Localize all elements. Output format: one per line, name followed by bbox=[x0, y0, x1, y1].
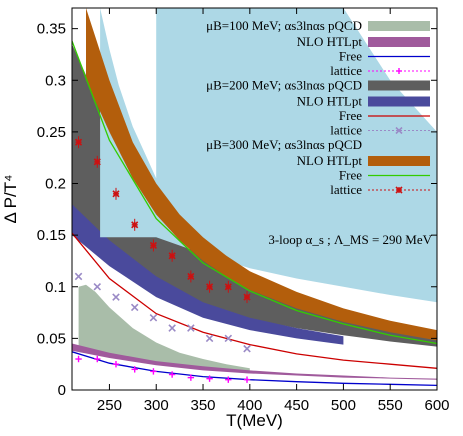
lattice-point-s3-2 bbox=[112, 360, 120, 368]
axes: 250 300 350 400 450 500 550 600 0 0.05 0.1 0.15 0.2 0… bbox=[1, 7, 450, 430]
legend-label-2: Free bbox=[339, 49, 362, 64]
y-tick-label: 0.3 bbox=[45, 72, 66, 89]
lattice-point-s7-8 bbox=[224, 334, 233, 343]
legend-label-0: μB=100 MeV; αs3lnαs pQCD bbox=[206, 18, 362, 33]
lattice-point-s7-3 bbox=[130, 303, 139, 312]
y-tick-label: 0.2 bbox=[45, 176, 66, 193]
lattice-point-s7-9 bbox=[243, 344, 251, 353]
lattice-point-s11-8 bbox=[224, 280, 232, 293]
lattice-point-s3-8 bbox=[225, 376, 232, 383]
band-series-4 bbox=[72, 44, 437, 347]
lattice-point-s11-2 bbox=[112, 187, 120, 200]
line-series-10 bbox=[72, 40, 437, 345]
plot-frame bbox=[71, 7, 438, 391]
legend-label-4: μB=200 MeV; αs3lnαs pQCD bbox=[206, 78, 362, 93]
legend-label-3: lattice bbox=[330, 63, 362, 78]
lattice-point-s3-1 bbox=[94, 355, 101, 363]
lattice-point-s11-4 bbox=[149, 239, 157, 252]
x-tick-label: 500 bbox=[331, 397, 356, 414]
x-tick-label: 250 bbox=[97, 397, 122, 414]
legend-label-6: Free bbox=[339, 108, 362, 123]
legend-marker-3 bbox=[396, 68, 402, 74]
lattice-point-s11-3 bbox=[131, 218, 139, 231]
x-tick-label: 600 bbox=[424, 397, 449, 414]
lattice-point-s3-5 bbox=[168, 371, 176, 378]
legend-label-10: Free bbox=[339, 168, 362, 183]
y-tick-label: 0.05 bbox=[37, 330, 66, 347]
band-series-1 bbox=[72, 343, 437, 380]
lattice-point-s3-9 bbox=[243, 376, 251, 383]
x-tick-label: 400 bbox=[237, 397, 262, 414]
legend-label-1: NLO HTLpt bbox=[297, 34, 363, 49]
lattice-point-s11-5 bbox=[168, 249, 176, 262]
x-axis-label: T(MeV) bbox=[226, 411, 283, 430]
lattice-point-s11-0 bbox=[74, 136, 83, 149]
lattice-point-s11-1 bbox=[93, 155, 101, 168]
y-tick-label: 0.15 bbox=[37, 227, 66, 244]
annotation-text: 3-loop α_s ; Λ_MS = 290 MeV bbox=[268, 232, 432, 247]
lattice-point-s7-4 bbox=[149, 313, 158, 322]
legend-swatch-8 bbox=[368, 140, 430, 150]
lattice-point-s7-6 bbox=[187, 324, 195, 332]
legend-label-5: NLO HTLpt bbox=[297, 94, 363, 109]
legend-marker-7 bbox=[395, 126, 403, 135]
line-series-6 bbox=[72, 232, 437, 369]
y-tick-label: 0.25 bbox=[37, 124, 66, 141]
legend-swatch-0 bbox=[368, 21, 430, 31]
x-tick-label: 350 bbox=[191, 397, 216, 414]
lattice-point-s11-7 bbox=[206, 280, 214, 293]
legend-label-11: lattice bbox=[330, 182, 362, 197]
y-tick-label: 0.35 bbox=[37, 21, 66, 38]
lattice-point-s3-0 bbox=[75, 355, 82, 363]
x-tick-label: 300 bbox=[144, 397, 169, 414]
legend-swatch-1 bbox=[368, 37, 430, 47]
lattice-point-s7-7 bbox=[205, 334, 214, 343]
legend-swatch-9 bbox=[368, 156, 430, 166]
lattice-points-layer bbox=[74, 136, 251, 383]
legend-label-7: lattice bbox=[330, 123, 362, 138]
lattice-point-s7-0 bbox=[74, 272, 83, 281]
legend-swatch-5 bbox=[368, 96, 430, 107]
lattice-point-s3-7 bbox=[206, 375, 213, 382]
lattice-point-s11-9 bbox=[243, 291, 251, 304]
lattice-point-s3-6 bbox=[187, 374, 195, 381]
band-series-0 bbox=[78, 284, 250, 374]
legend-label-9: NLO HTLpt bbox=[297, 153, 363, 168]
band-layer bbox=[72, 8, 437, 380]
legend-swatch-4 bbox=[368, 80, 430, 91]
lattice-point-s7-2 bbox=[112, 293, 120, 301]
lattice-point-s3-4 bbox=[150, 368, 157, 375]
lattice-point-s11-6 bbox=[187, 270, 195, 283]
x-tick-label: 450 bbox=[284, 397, 309, 414]
y-tick-label: 0 bbox=[58, 382, 66, 399]
lattice-point-s3-3 bbox=[131, 366, 138, 373]
legend-marker-11 bbox=[395, 186, 403, 194]
y-axis-label: Δ P/T⁴ bbox=[1, 175, 20, 224]
y-tick-label: 0.1 bbox=[45, 279, 66, 296]
x-tick-label: 550 bbox=[378, 397, 403, 414]
lattice-point-s7-1 bbox=[93, 282, 102, 291]
legend-label-8: μB=300 MeV; αs3lnαs pQCD bbox=[206, 137, 362, 152]
band-series-5 bbox=[72, 204, 344, 345]
annotation: 3-loop α_s ; Λ_MS = 290 MeV bbox=[268, 232, 432, 247]
lattice-point-s7-5 bbox=[168, 324, 176, 332]
